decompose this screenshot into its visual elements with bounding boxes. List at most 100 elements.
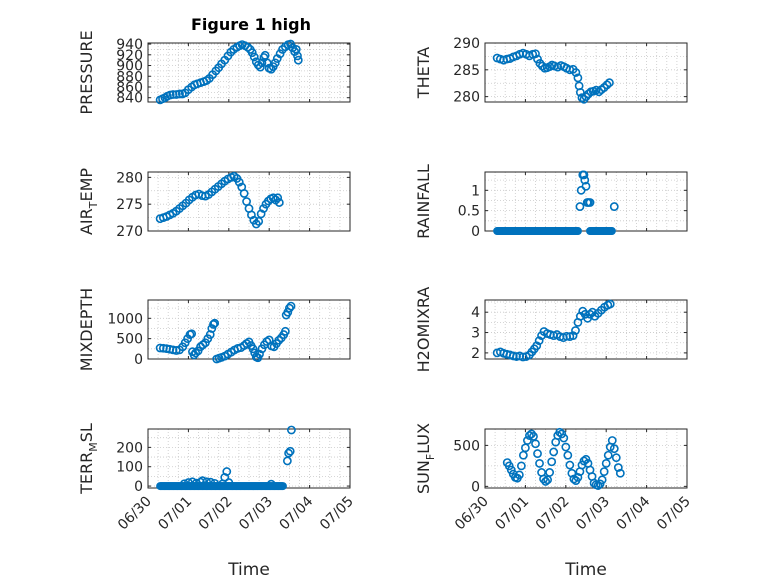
y-tick-label: 880 <box>116 69 143 85</box>
data-point <box>275 49 285 59</box>
data-point <box>573 227 582 236</box>
y-tick-label: 275 <box>116 197 143 213</box>
data-point <box>523 436 532 445</box>
data-point <box>535 459 544 468</box>
axes-frame <box>484 428 688 489</box>
x-tick-label: 07/02 <box>196 494 236 534</box>
data-point <box>514 470 524 480</box>
data-point <box>603 450 613 460</box>
y-axis-label: AIRTEMP <box>77 168 100 235</box>
y-tick-label: 0 <box>134 352 143 368</box>
data-point <box>561 442 571 452</box>
data-point <box>527 429 536 439</box>
data-point <box>579 170 589 180</box>
data-point <box>284 303 294 313</box>
data-point <box>274 335 284 345</box>
data-point <box>575 87 585 97</box>
axes-frame <box>484 299 688 360</box>
y-tick-label: 4 <box>471 305 480 321</box>
data-point <box>171 90 181 99</box>
data-point <box>293 51 302 61</box>
data-point <box>284 448 293 458</box>
data-point <box>260 50 270 60</box>
subplot-terr-msl: 0 100 200 06/30 07/01 07/02 07/03 07/04 07/05 TER… <box>77 423 357 580</box>
y-tick-label: 290 <box>453 36 480 52</box>
x-tick-label: 07/02 <box>533 494 573 534</box>
data-point <box>533 449 542 458</box>
subplot-rainfall: 0 0.5 1 RAINFALL <box>414 164 688 240</box>
data-point <box>565 460 575 470</box>
data-point <box>594 87 604 97</box>
data-point <box>285 446 295 456</box>
y-tick-label: 2 <box>471 346 480 362</box>
data-point <box>191 348 201 358</box>
data-point <box>571 326 580 335</box>
y-tick-label: 500 <box>453 438 480 454</box>
data-point <box>615 468 625 478</box>
data-point <box>605 78 614 88</box>
data-point <box>268 193 278 203</box>
y-tick-label: 920 <box>116 48 143 64</box>
data-point <box>280 326 290 336</box>
data-point <box>541 477 550 486</box>
data-point <box>266 479 276 489</box>
data-point <box>248 344 258 354</box>
y-tick-label: 100 <box>116 460 143 476</box>
data-point <box>545 468 555 477</box>
data-point <box>183 478 193 487</box>
data-point <box>198 476 207 486</box>
data-point <box>516 461 526 471</box>
data-point <box>525 431 534 440</box>
axes-frame <box>147 299 351 360</box>
axes-frame <box>147 42 351 103</box>
data-point <box>209 320 218 329</box>
y-tick-label: 280 <box>116 170 143 186</box>
x-tick-label: 06/30 <box>452 494 492 534</box>
x-tick-label: 07/03 <box>573 494 613 534</box>
y-tick-label: 0 <box>471 479 480 495</box>
data-point <box>573 73 583 83</box>
data-point <box>533 54 542 64</box>
data-point <box>198 340 208 350</box>
data-point <box>257 58 267 68</box>
data-point <box>249 52 259 62</box>
data-point <box>575 202 585 211</box>
data-point <box>531 49 540 59</box>
y-axis-label: RAINFALL <box>414 164 433 239</box>
y-tick-label: 940 <box>116 37 143 53</box>
data-point <box>202 477 211 487</box>
data-point <box>567 468 577 478</box>
data-point <box>571 68 581 77</box>
figure-title: Figure 1 high <box>191 15 311 34</box>
data-point <box>278 482 287 491</box>
data-point <box>602 80 612 90</box>
data-point <box>599 467 609 477</box>
x-tick-label: 07/04 <box>277 493 317 533</box>
x-axis-label: Time <box>564 560 607 580</box>
x-tick-label: 07/03 <box>236 494 276 534</box>
subplot-h2omixra: 2 3 4 H2OMIXRA <box>414 287 688 372</box>
data-point <box>611 453 621 463</box>
data-point <box>262 58 272 68</box>
y-axis-label: PRESSURE <box>77 30 96 114</box>
data-point <box>539 474 548 484</box>
data-point <box>210 318 220 328</box>
subplot-mixdepth: 0 500 1000 MIXDEPTH <box>77 288 351 371</box>
y-tick-label: 840 <box>116 91 143 107</box>
y-tick-label: 3 <box>471 326 480 342</box>
x-axis-label: Time <box>227 560 270 580</box>
axes-frame <box>147 171 351 232</box>
data-point <box>607 227 616 236</box>
y-tick-label: 0 <box>471 224 480 240</box>
data-point <box>573 472 583 482</box>
data-point <box>224 478 234 487</box>
x-tick-label: 07/01 <box>155 494 195 534</box>
data-point <box>559 433 569 443</box>
data-point <box>585 198 595 207</box>
y-tick-label: 900 <box>116 59 143 75</box>
data-point <box>613 463 623 472</box>
data-point <box>247 48 257 58</box>
data-point <box>581 181 591 191</box>
data-point <box>293 55 303 65</box>
